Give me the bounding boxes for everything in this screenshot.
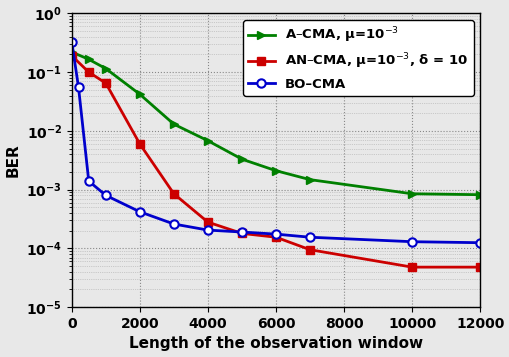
A–CMA, μ=10$^{-3}$ [102,66,108,71]
AN–CMA, μ=10$^{-3}$, δ = 10 [238,231,244,236]
A–CMA, μ=10$^{-3}$ [476,192,483,197]
A–CMA, μ=10$^{-3}$ [205,139,211,143]
Legend: A–CMA, μ=10$^{-3}$, AN–CMA, μ=10$^{-3}$, δ = 10, BO–CMA: A–CMA, μ=10$^{-3}$, AN–CMA, μ=10$^{-3}$,… [243,20,473,96]
AN–CMA, μ=10$^{-3}$, δ = 10 [171,192,177,196]
AN–CMA, μ=10$^{-3}$, δ = 10 [408,265,414,269]
A–CMA, μ=10$^{-3}$ [136,92,143,96]
BO–CMA [86,179,92,183]
A–CMA, μ=10$^{-3}$ [306,177,313,182]
Line: BO–CMA: BO–CMA [67,37,484,247]
AN–CMA, μ=10$^{-3}$, δ = 10 [476,265,483,269]
BO–CMA [136,210,143,214]
AN–CMA, μ=10$^{-3}$, δ = 10 [102,81,108,85]
BO–CMA [272,232,278,236]
BO–CMA [75,85,81,90]
A–CMA, μ=10$^{-3}$ [171,122,177,126]
BO–CMA [238,230,244,234]
AN–CMA, μ=10$^{-3}$, δ = 10 [205,220,211,224]
AN–CMA, μ=10$^{-3}$, δ = 10 [86,70,92,74]
X-axis label: Length of the observation window: Length of the observation window [129,336,422,351]
A–CMA, μ=10$^{-3}$ [272,169,278,173]
BO–CMA [306,235,313,239]
AN–CMA, μ=10$^{-3}$, δ = 10 [136,142,143,146]
BO–CMA [408,240,414,244]
A–CMA, μ=10$^{-3}$ [69,50,75,54]
AN–CMA, μ=10$^{-3}$, δ = 10 [306,247,313,252]
Line: A–CMA, μ=10$^{-3}$: A–CMA, μ=10$^{-3}$ [67,48,484,199]
Line: AN–CMA, μ=10$^{-3}$, δ = 10: AN–CMA, μ=10$^{-3}$, δ = 10 [67,51,484,271]
Y-axis label: BER: BER [6,144,20,177]
BO–CMA [102,193,108,197]
BO–CMA [205,228,211,232]
AN–CMA, μ=10$^{-3}$, δ = 10 [272,235,278,239]
A–CMA, μ=10$^{-3}$ [86,57,92,61]
A–CMA, μ=10$^{-3}$ [408,192,414,196]
AN–CMA, μ=10$^{-3}$, δ = 10 [69,54,75,58]
BO–CMA [69,40,75,44]
A–CMA, μ=10$^{-3}$ [238,157,244,161]
BO–CMA [476,241,483,245]
BO–CMA [171,222,177,226]
